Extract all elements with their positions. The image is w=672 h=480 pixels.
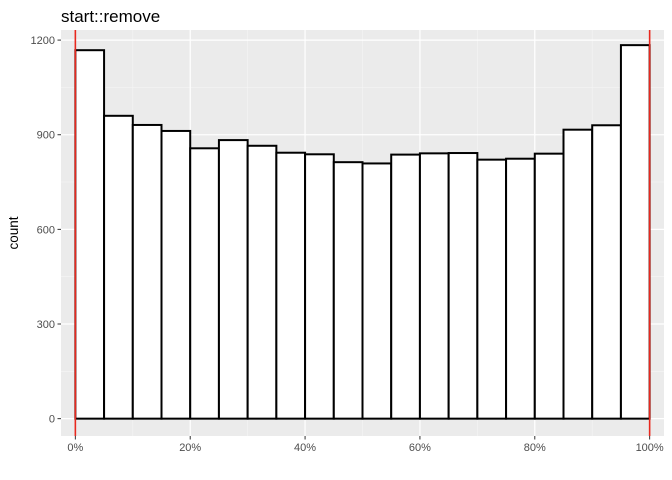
histogram-bar bbox=[447, 152, 479, 420]
histogram-bar bbox=[619, 44, 651, 420]
reference-lines bbox=[74, 30, 651, 436]
histogram-bar bbox=[103, 114, 134, 420]
histogram-bar bbox=[275, 151, 307, 420]
histogram-bar bbox=[217, 139, 249, 420]
histogram-bars bbox=[74, 44, 651, 420]
x-axis: 0% 20% 40% 60% 80% 100% bbox=[67, 436, 664, 454]
histogram-bar bbox=[562, 128, 594, 420]
x-tick-label: 60% bbox=[409, 442, 431, 454]
y-tick-label: 900 bbox=[37, 130, 55, 142]
histogram-bar bbox=[505, 157, 536, 420]
histogram-bar bbox=[361, 162, 393, 420]
y-tick-label: 600 bbox=[37, 224, 55, 236]
histogram-bar bbox=[160, 129, 192, 420]
histogram-bar bbox=[332, 161, 364, 420]
x-tick-label: 20% bbox=[179, 442, 201, 454]
y-axis-title: count bbox=[6, 216, 21, 249]
histogram-bar bbox=[74, 49, 106, 420]
histogram-bar bbox=[591, 124, 622, 420]
histogram-bar bbox=[131, 123, 163, 420]
y-tick-label: 1200 bbox=[31, 35, 55, 47]
y-tick-label: 0 bbox=[49, 414, 55, 426]
x-tick-label: 100% bbox=[636, 442, 664, 454]
histogram-bar bbox=[390, 153, 421, 420]
x-tick-label: 80% bbox=[524, 442, 546, 454]
x-tick-label: 40% bbox=[294, 442, 316, 454]
histogram-bar bbox=[476, 158, 508, 420]
histogram-bar bbox=[189, 147, 220, 420]
histogram-bar bbox=[246, 144, 278, 420]
histogram-bar bbox=[304, 153, 335, 420]
chart-title: start::remove bbox=[61, 7, 160, 26]
y-axis: 0 300 600 900 1200 bbox=[31, 35, 61, 426]
y-tick-label: 300 bbox=[37, 319, 55, 331]
x-tick-label: 0% bbox=[67, 442, 83, 454]
histogram-bar bbox=[533, 152, 565, 420]
histogram-bar bbox=[418, 152, 450, 420]
